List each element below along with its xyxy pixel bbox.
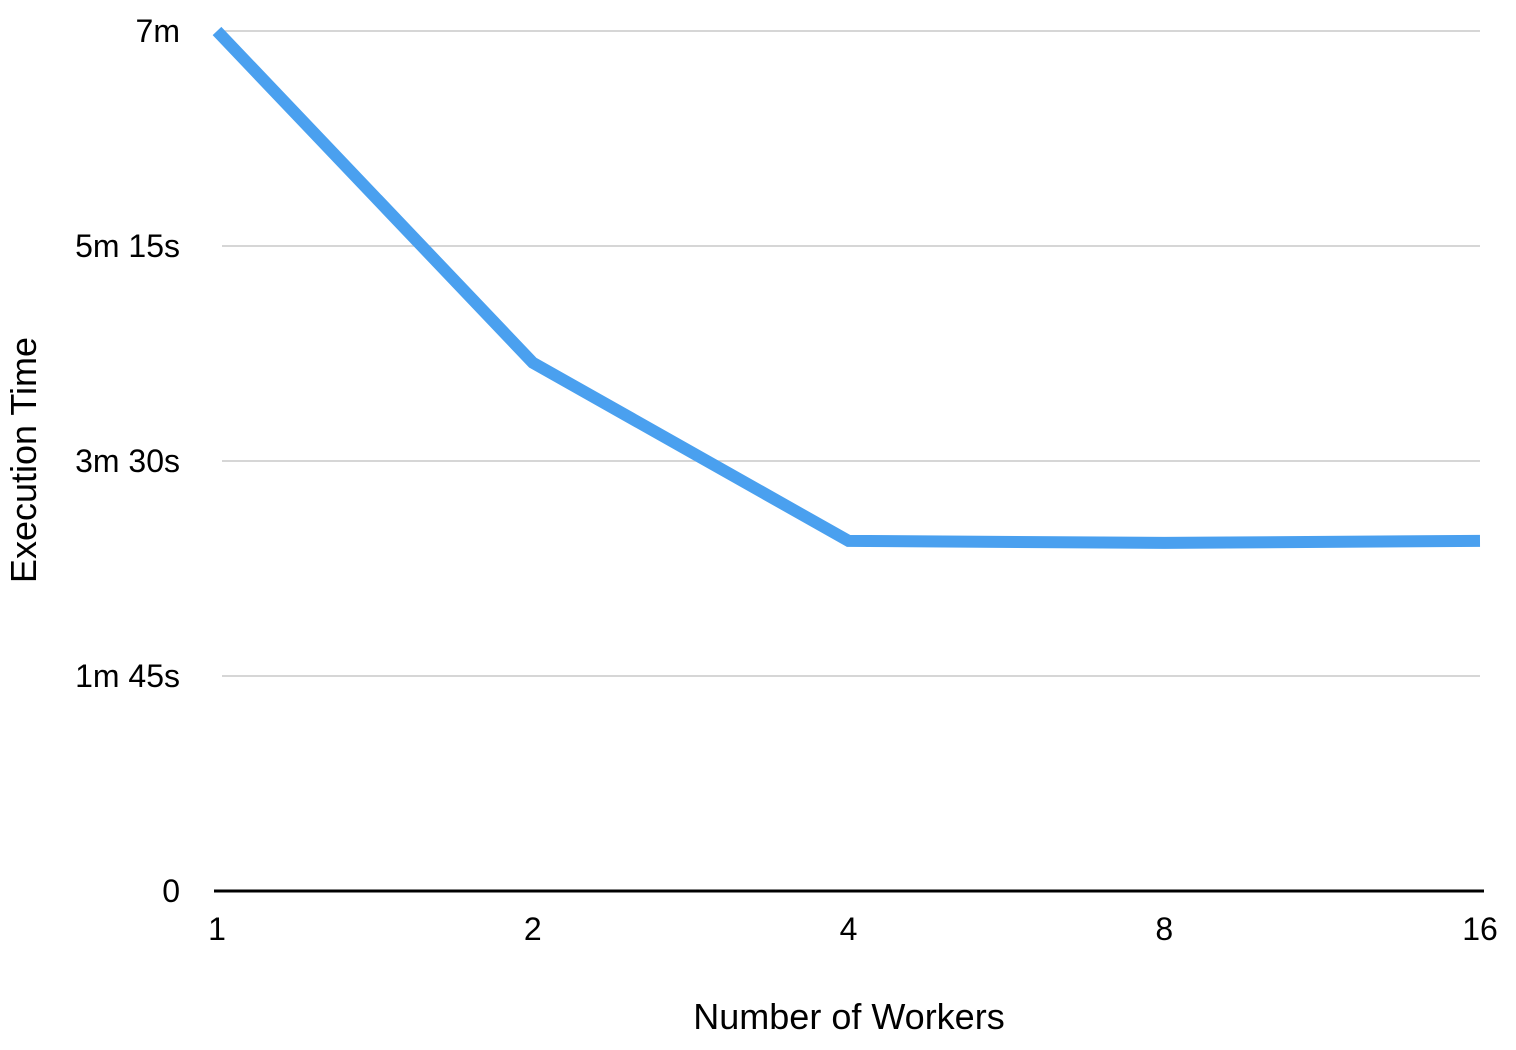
gridlines — [222, 30, 1480, 677]
x-tick-label: 1 — [208, 911, 226, 947]
x-tick-label: 16 — [1462, 911, 1498, 947]
x-tick-label: 2 — [524, 911, 542, 947]
y-axis-tick-labels: 0 1m 45s 3m 30s 5m 15s 7m — [75, 13, 180, 909]
y-tick-label: 7m — [136, 13, 180, 49]
series-layer — [212, 26, 1481, 549]
x-axis-tick-labels: 1 2 4 8 16 — [208, 911, 1498, 947]
x-tick-label: 8 — [1155, 911, 1173, 947]
series-line — [212, 26, 1481, 549]
y-tick-label: 1m 45s — [75, 658, 180, 694]
y-tick-label: 3m 30s — [75, 443, 180, 479]
x-tick-label: 4 — [840, 911, 858, 947]
y-tick-label: 0 — [162, 873, 180, 909]
x-axis-title: Number of Workers — [693, 996, 1004, 1037]
y-axis-title: Execution Time — [3, 337, 44, 583]
y-tick-label: 5m 15s — [75, 228, 180, 264]
